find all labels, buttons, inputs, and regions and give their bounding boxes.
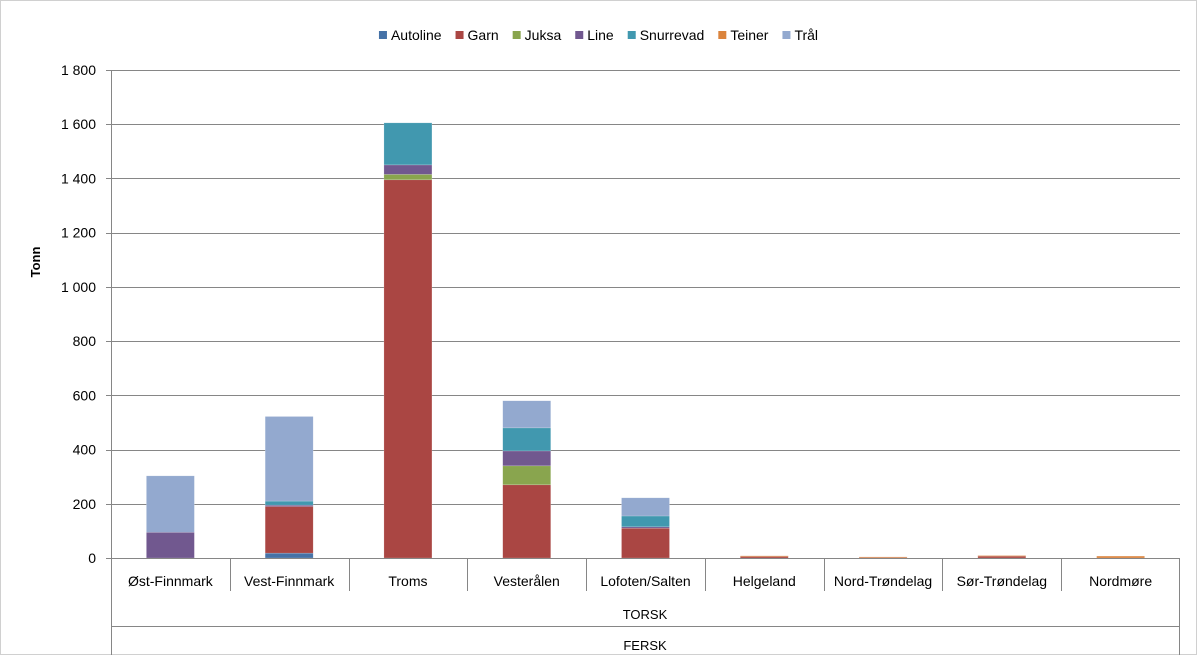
legend-swatch	[718, 31, 727, 39]
bar-segment	[264, 506, 314, 554]
bar-segment	[146, 531, 195, 559]
y-tick-label: 0	[88, 550, 96, 566]
x-category-label: Vest-Finnmark	[244, 573, 335, 589]
legend-swatch	[455, 31, 464, 39]
y-tick-label: 200	[73, 496, 97, 512]
bar-segment	[502, 450, 551, 467]
group-label-fersk: FERSK	[623, 638, 667, 653]
axes	[106, 70, 1180, 655]
legend-entry: Snurrevad	[640, 27, 705, 43]
bar-segment	[621, 515, 670, 528]
y-tick-label: 1 400	[61, 170, 96, 186]
x-category-label: Vesterålen	[494, 573, 560, 589]
bar-segment	[740, 555, 789, 557]
legend-swatch	[378, 31, 387, 39]
x-category-label: Øst-Finnmark	[128, 573, 214, 589]
y-tick-label: 1 000	[61, 279, 96, 295]
bar-segment	[1096, 555, 1145, 559]
legend-entry: Garn	[468, 27, 499, 43]
legend-entry: Teiner	[730, 27, 768, 43]
legend-entry: Autoline	[391, 27, 442, 43]
bar-segment	[502, 484, 551, 559]
legend-swatch	[627, 31, 636, 39]
legend-swatch	[512, 31, 521, 39]
y-tick-labels: 0 200 400 600 800 1 000 1 200 1 400 1 600 1 800	[61, 62, 96, 566]
legend-swatch	[575, 31, 584, 39]
y-axis-label: Tonn	[28, 247, 43, 278]
bar-segment	[383, 174, 433, 181]
x-category-label: Lofoten/Salten	[600, 573, 690, 589]
bars	[146, 122, 1145, 559]
legend: Autoline Garn Juksa Line Snurrevad Teiner Trål	[378, 27, 818, 43]
group-label-torsk: TORSK	[623, 607, 668, 622]
x-category-label: Troms	[388, 573, 427, 589]
y-tick-label: 800	[73, 333, 97, 349]
y-tick-label: 400	[73, 442, 97, 458]
bar-segment	[977, 555, 1027, 557]
bar-segment	[621, 497, 670, 517]
x-category-label: Sør-Trøndelag	[957, 573, 1048, 589]
legend-entry: Line	[587, 27, 614, 43]
y-tick-label: 1 200	[61, 225, 96, 241]
y-tick-label: 1 600	[61, 116, 96, 132]
x-category-labels: Øst-Finnmark Vest-Finnmark Troms Vesterålen…	[128, 573, 1152, 589]
bar-segment	[383, 179, 433, 559]
bar-segment	[264, 500, 314, 506]
x-category-label: Nord-Trøndelag	[834, 573, 932, 589]
y-tick-label: 600	[73, 387, 97, 403]
bar-segment	[383, 164, 433, 175]
bar-segment	[146, 475, 195, 533]
y-tick-label: 1 800	[61, 62, 96, 78]
legend-entry: Trål	[794, 27, 818, 43]
legend-swatch	[782, 31, 791, 39]
bar-segment	[502, 427, 551, 452]
bar-segment	[621, 527, 670, 559]
bar-segment	[858, 556, 908, 558]
bar-segment	[264, 416, 314, 502]
x-category-label: Helgeland	[733, 573, 796, 589]
x-category-label: Nordmøre	[1089, 573, 1152, 589]
bar-segment	[264, 552, 314, 559]
bar-segment	[502, 400, 551, 429]
bar-segment	[383, 122, 433, 166]
bar-segment	[502, 465, 551, 486]
legend-entry: Juksa	[525, 27, 562, 43]
